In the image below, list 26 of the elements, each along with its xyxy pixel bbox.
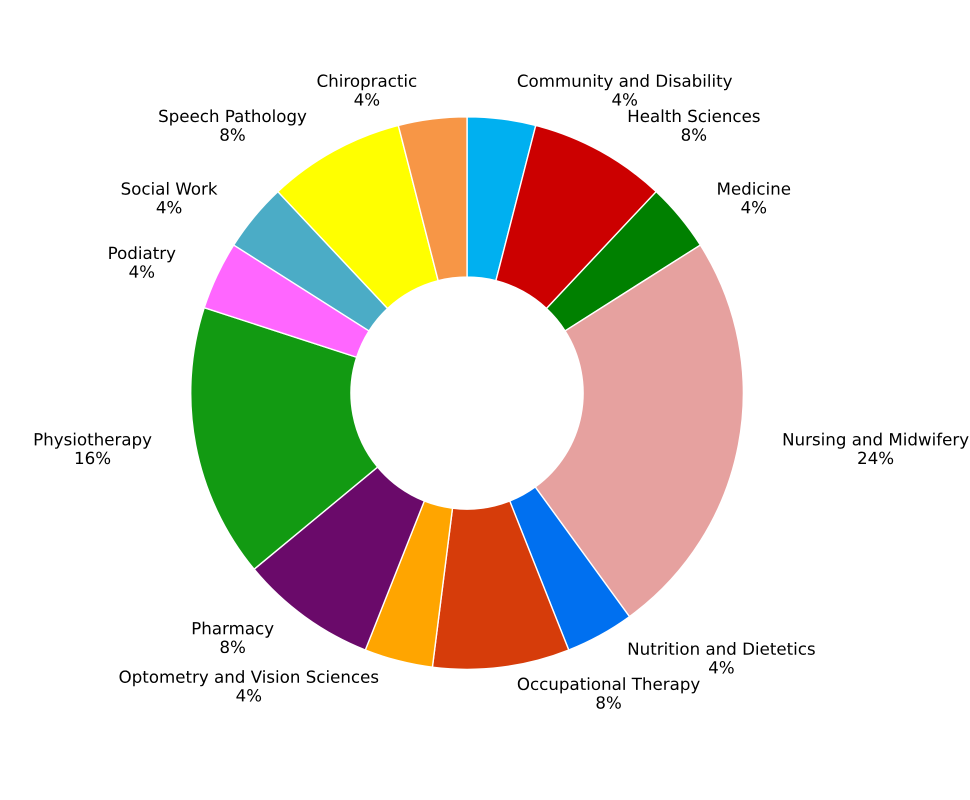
data-label: 4% — [236, 689, 262, 702]
data-label: 4% — [156, 200, 182, 214]
data-label: 8% — [596, 696, 621, 709]
data-label: 4% — [612, 93, 637, 106]
slice-label: Podiatry — [109, 246, 176, 262]
data-label: 24% — [858, 452, 894, 464]
slice-label: Speech Pathology — [159, 109, 306, 126]
slice-label: Optometry and Vision Sciences — [120, 670, 378, 686]
data-label: 4% — [709, 661, 734, 674]
data-label: 16% — [76, 452, 110, 464]
slice-label: Community and Disability — [518, 74, 732, 90]
data-label: 8% — [682, 128, 706, 141]
slice-label: Health Sciences — [628, 109, 760, 122]
data-label: 4% — [129, 265, 154, 278]
slice-label: Medicine — [718, 182, 790, 195]
slice-label: Chiropractic — [317, 74, 416, 90]
slice-label: Social Work — [122, 182, 218, 195]
slice-label: Nursing and Midwifery — [784, 432, 969, 449]
data-label: 4% — [741, 200, 766, 214]
slice-label: Nutrition and Dietetics — [628, 642, 815, 655]
data-label: 8% — [220, 128, 245, 141]
data-label: 4% — [354, 93, 380, 106]
slice-label: Pharmacy — [192, 622, 274, 638]
data-label: 8% — [220, 640, 245, 654]
slice-label: Physiotherapy — [34, 432, 152, 449]
slice-label: Occupational Therapy — [518, 677, 700, 694]
